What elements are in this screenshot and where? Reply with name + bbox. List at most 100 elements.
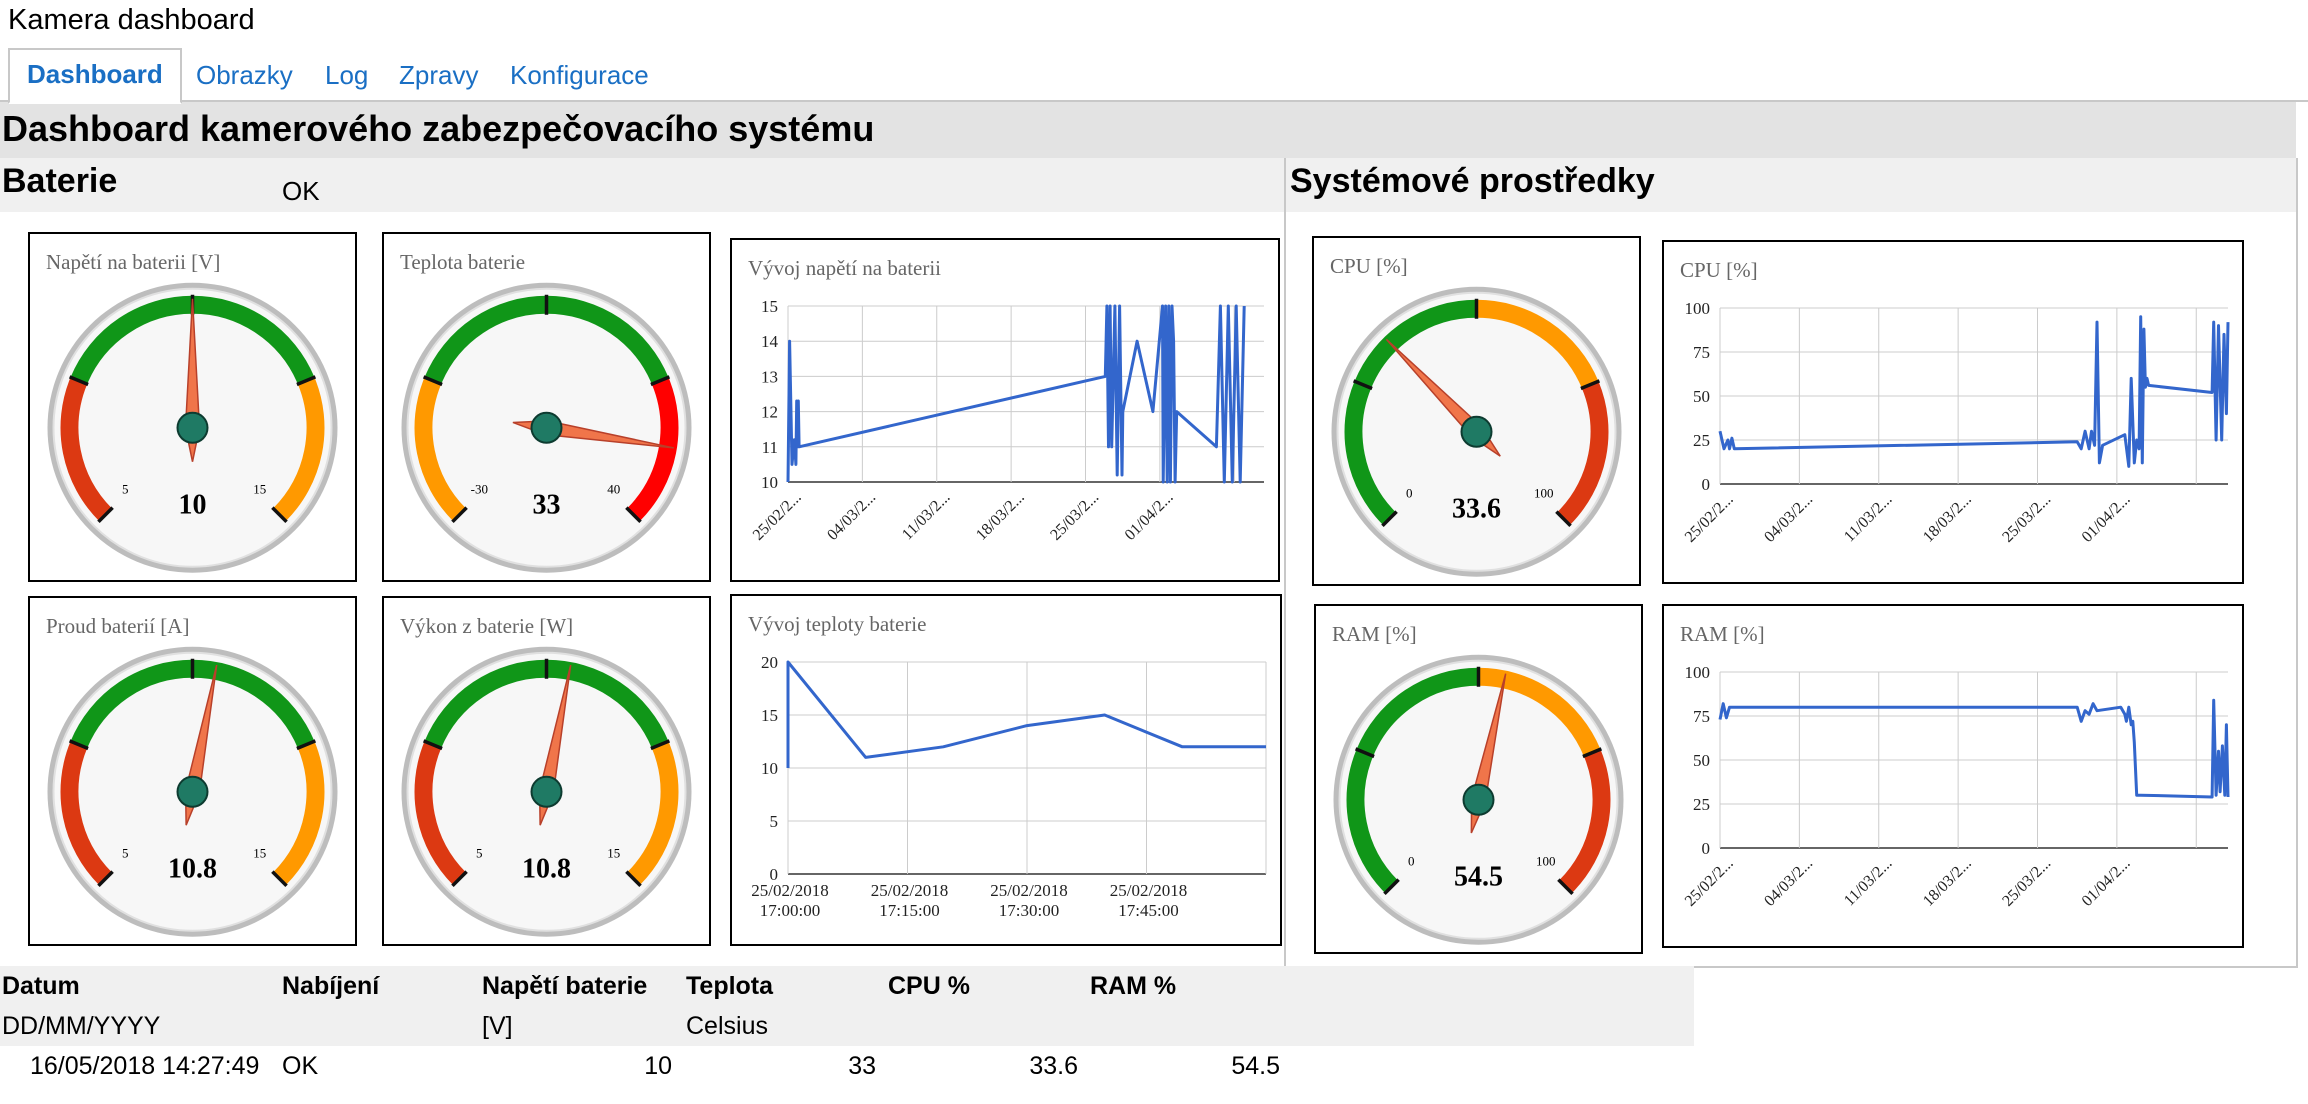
gauge-tick [422,375,443,387]
gauge-min-label: 0 [1408,853,1415,868]
table-row: 16/05/2018 14:27:49 OK 10 33 33.6 54.5 [0,1046,1694,1086]
table-cell-cpu: 33.6 [1029,1052,1078,1080]
chart-y-tick-label: 50 [1693,387,1710,406]
table-cell-voltage: 10 [644,1052,672,1080]
gauge-label: Proud baterií [A] [46,614,190,638]
chart-series-line [786,304,1246,484]
chart-y-tick-label: 15 [761,706,778,725]
chart-x-tick-label: 01/04/2... [2079,491,2134,546]
gauge-tick [97,870,114,888]
chart-x-tick-label: 01/04/2... [1122,489,1177,544]
gauge-hub [530,775,563,808]
gauge-svg: -30 40 33 [401,282,692,573]
table-header-cell: Datum [2,972,80,1000]
gauge-label: Výkon z baterie [W] [400,614,574,638]
gauge-band [60,377,113,522]
gauge-band [272,741,325,886]
gauge-tick [271,870,288,888]
tab-bar: Dashboard Obrazky Log Zpravy Konfigurace [0,48,2308,104]
gauge-svg: 0 100 54.5 [1333,654,1624,945]
gauge-label: CPU [%] [1330,254,1408,278]
chart-y-tick-label: 20 [761,653,778,672]
gauge-band [626,741,679,886]
chart-y-tick-label: 75 [1693,343,1710,362]
gauge-tick [650,375,671,387]
column-divider [1284,158,1286,966]
chart-x-tick-label: 25/03/2... [1999,855,2054,910]
gauge-label: Teplota baterie [400,250,526,274]
gauge-min-label: 5 [476,845,483,860]
chart-x-tick-label: 25/02/2... [750,489,805,544]
gauge-band [60,741,113,886]
table-cell-ram: 54.5 [1231,1052,1280,1080]
tab-bar-line [0,100,2308,102]
chart-y-tick-label: 100 [1685,663,1711,682]
gauge-hub [1460,415,1493,448]
table-unit-cell: Celsius [686,1012,768,1040]
chart-x-tick-label: 25/02/2018 17:45:00 [1110,881,1187,920]
gauge-tick [451,506,468,524]
gauge-max-label: 100 [1534,485,1554,500]
gauge-band [414,377,467,522]
battery-status: OK [282,176,320,206]
gauge-hub [530,411,563,444]
gauge-label: RAM [%] [1332,622,1417,646]
chart-cpu-history: CPU [%] 0 25 50 75 100 25/02/2... 04/03/2... 11… [1662,240,2244,584]
gauge-tick [1352,379,1373,391]
gauge-battery-voltage: Napětí na baterii [V] 5 15 10 [28,232,357,582]
system-section-header: Systémové prostředky [1286,158,2296,212]
gauge-tick [1580,379,1601,391]
chart-svg: 0 25 50 75 100 25/02/2... 04/03/2... 11/03/2...… [1682,663,2230,910]
gauge-band [272,377,325,522]
chart-x-tick-label: 25/02/2018 17:30:00 [990,881,1067,920]
gauge-svg: 5 15 10.8 [401,646,692,937]
gauge-max-label: 15 [607,845,620,860]
gauge-svg: 0 100 33.6 [1331,286,1622,577]
gauge-tick [422,739,443,751]
table-header-cell: Teplota [686,972,774,1000]
chart-svg: 0 5 10 15 20 25/02/2018 17:00:00 25/02/2018 17:1… [751,653,1267,920]
gauge-cpu: CPU [%] 0 100 33.6 [1312,236,1641,586]
gauge-max-label: 15 [253,481,266,496]
chart-voltage-history: Vývoj napětí na baterii 10 11 12 13 14 15 25/0… [730,238,1280,582]
chart-title: RAM [%] [1680,622,1765,646]
gauge-tick [1555,510,1572,528]
chart-y-tick-label: 11 [762,438,778,457]
chart-title: CPU [%] [1680,258,1758,282]
gauge-svg: 5 15 10 [47,282,338,573]
chart-y-tick-label: 0 [1702,475,1711,494]
chart-y-tick-label: 13 [761,367,778,386]
gauge-value-label: 33 [533,490,561,521]
table-cell-temperature: 33 [848,1052,876,1080]
system-heading: Systémové prostředky [1290,162,1655,200]
chart-title: Vývoj napětí na baterii [748,256,942,280]
gauge-tick [97,506,114,524]
chart-x-tick-label: 25/03/2... [1999,491,2054,546]
gauge-tick [1383,878,1400,896]
gauge-hub [1462,783,1495,816]
chart-y-tick-label: 25 [1693,795,1710,814]
gauge-label: Napětí na baterii [V] [46,250,221,274]
gauge-value-label: 33.6 [1452,494,1501,525]
chart-y-tick-label: 5 [770,812,779,831]
table-unit-cell: [V] [482,1012,513,1040]
chart-title: Vývoj teploty baterie [748,612,927,636]
chart-x-tick-label: 25/02/2018 17:00:00 [751,881,828,920]
tab-konfigurace[interactable]: Konfigurace [510,60,649,90]
tab-zpravy[interactable]: Zpravy [399,60,479,90]
gauge-min-label: 5 [122,845,129,860]
chart-series-line [1718,315,2230,468]
gauge-tick [271,506,288,524]
gauge-tick [68,739,89,751]
chart-x-tick-label: 25/03/2... [1047,489,1102,544]
app-title: Kamera dashboard [8,4,255,36]
tab-obrazky[interactable]: Obrazky [196,60,293,90]
tab-dashboard[interactable]: Dashboard [8,48,182,104]
tab-log[interactable]: Log [325,60,369,90]
table-units-row: DD/MM/YYYY [V] Celsius [0,1006,1694,1046]
gauge-tick [1354,747,1375,759]
gauge-tick [625,870,642,888]
gauge-max-label: 40 [607,481,620,496]
chart-y-tick-label: 14 [761,332,779,351]
chart-y-tick-label: 15 [761,297,778,316]
